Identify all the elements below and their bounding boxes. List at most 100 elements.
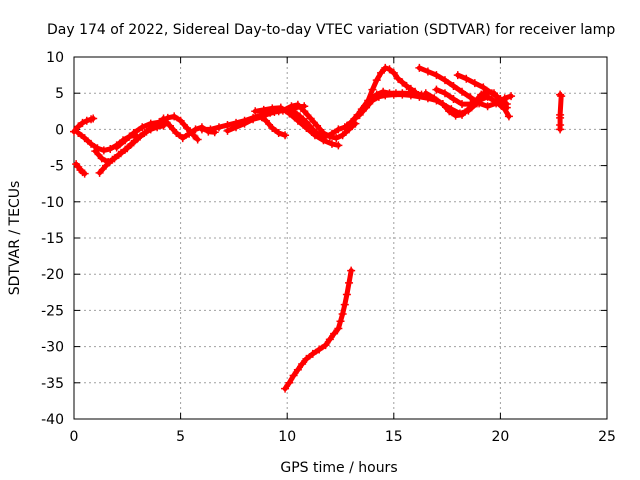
data-point-plus <box>355 110 364 119</box>
data-point-plus <box>421 89 430 98</box>
data-point-plus <box>334 141 343 150</box>
data-point-plus <box>389 90 398 99</box>
data-point-plus <box>398 90 407 99</box>
data-point-plus <box>368 96 377 105</box>
data-point-plus <box>492 97 501 106</box>
data-point-plus <box>481 90 490 99</box>
data-point-plus <box>121 136 130 145</box>
data-point-plus <box>472 99 481 108</box>
data-point-plus <box>334 125 343 134</box>
data-point-plus <box>104 157 113 166</box>
data-point-plus <box>257 113 266 122</box>
data-point-plus <box>338 310 347 319</box>
series-track-j <box>251 103 343 150</box>
data-point-plus <box>556 125 565 134</box>
data-point-plus <box>394 74 403 83</box>
data-point-plus <box>308 125 317 134</box>
y-axis-title: SDTVAR / TECUs <box>7 181 23 296</box>
axis-ticks: 0 5 10 15 20 25 -40 -35 -30 -25 -20 -15 -10 -5 0 5 10 <box>41 50 616 445</box>
data-point-plus <box>447 105 456 114</box>
data-point-plus <box>129 129 138 138</box>
data-point-plus <box>313 121 322 130</box>
data-point-plus <box>479 83 488 92</box>
data-point-plus <box>556 90 565 99</box>
data-point-plus <box>483 102 492 111</box>
data-point-plus <box>430 94 439 103</box>
data-point-plus <box>285 378 294 387</box>
data-point-plus <box>389 68 398 77</box>
data-point-plus <box>308 349 317 358</box>
data-point-plus <box>97 154 106 163</box>
data-point-plus <box>345 278 354 287</box>
y-tick-label: -40 <box>41 412 64 428</box>
data-point-plus <box>504 112 513 121</box>
data-point-plus <box>146 119 155 128</box>
series-track-s <box>421 89 490 118</box>
data-point-plus <box>315 131 324 140</box>
series-track-t <box>556 90 566 134</box>
data-point-plus <box>362 103 371 112</box>
data-point-plus <box>334 324 343 333</box>
data-point-plus <box>289 371 298 380</box>
data-point-plus <box>78 118 87 127</box>
series-track-k <box>261 100 360 143</box>
series-track-a <box>70 114 98 136</box>
data-point-plus <box>182 123 191 132</box>
data-point-plus <box>136 132 145 141</box>
data-point-plus <box>193 135 202 144</box>
data-point-plus <box>438 100 447 109</box>
grid <box>74 57 607 419</box>
data-point-plus <box>398 78 407 87</box>
data-point-plus <box>268 123 277 132</box>
data-point-plus <box>80 169 89 178</box>
data-point-plus <box>176 116 185 125</box>
data-point-plus <box>321 132 330 141</box>
data-point-plus <box>240 119 249 128</box>
data-point-plus <box>197 125 206 134</box>
series-track-l <box>289 107 349 141</box>
data-point-plus <box>74 129 83 138</box>
y-tick-label: -25 <box>41 303 64 319</box>
x-tick-label: 10 <box>278 429 296 445</box>
data-point-plus <box>116 149 125 158</box>
data-point-plus <box>449 94 458 103</box>
data-point-plus <box>330 329 339 338</box>
data-point-plus <box>406 91 415 100</box>
data-point-plus <box>185 129 194 138</box>
data-point-plus <box>557 92 566 101</box>
data-point-plus <box>172 129 181 138</box>
data-point-plus <box>381 63 390 72</box>
data-point-plus <box>259 105 268 114</box>
y-tick-label: -30 <box>41 340 64 356</box>
data-point-plus <box>440 76 449 85</box>
data-point-plus <box>300 107 309 116</box>
y-tick-label: 10 <box>46 50 64 66</box>
data-point-plus <box>487 89 496 98</box>
data-point-plus <box>321 341 330 350</box>
data-point-plus <box>110 154 119 163</box>
data-point-plus <box>165 121 174 130</box>
x-tick-label: 5 <box>176 429 185 445</box>
data-point-plus <box>298 359 307 368</box>
data-point-plus <box>80 134 89 143</box>
series-track-b <box>72 160 89 178</box>
data-point-plus <box>377 68 386 77</box>
data-point-plus <box>458 87 467 96</box>
data-point-plus <box>129 138 138 147</box>
series-track-e <box>91 118 170 166</box>
data-point-plus <box>302 118 311 127</box>
data-point-plus <box>347 266 356 275</box>
series-track <box>114 113 201 150</box>
data-point-plus <box>336 317 345 326</box>
x-tick-label: 15 <box>385 429 403 445</box>
data-point-plus <box>293 116 302 125</box>
data-point-plus <box>432 85 441 94</box>
x-axis-title: GPS time / hours <box>280 460 397 476</box>
data-point-plus <box>415 92 424 101</box>
data-point-plus <box>87 139 96 148</box>
data-point-plus <box>502 100 511 109</box>
data-point-plus <box>232 123 241 132</box>
data-point-plus <box>449 81 458 90</box>
data-point-plus <box>338 131 347 140</box>
series-track <box>282 268 354 392</box>
